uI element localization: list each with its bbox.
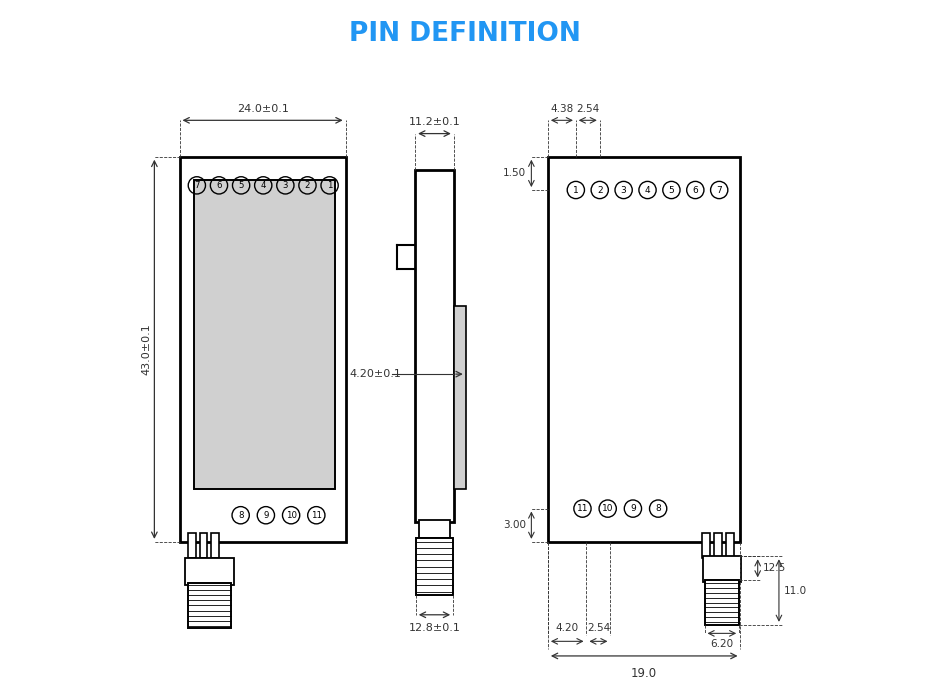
Text: 1: 1 bbox=[326, 181, 332, 190]
Bar bbox=[416, 538, 453, 595]
Text: 43.0±0.1: 43.0±0.1 bbox=[141, 324, 152, 376]
Bar bbox=[200, 533, 207, 558]
Bar bbox=[179, 157, 346, 542]
Text: 2: 2 bbox=[597, 185, 603, 194]
Text: 4.20±0.1: 4.20±0.1 bbox=[350, 369, 402, 379]
Text: 11: 11 bbox=[311, 511, 322, 520]
Text: 2.54: 2.54 bbox=[577, 104, 600, 114]
Text: 19.0: 19.0 bbox=[631, 667, 658, 680]
Text: 4: 4 bbox=[260, 181, 266, 190]
Text: 4.38: 4.38 bbox=[551, 104, 574, 114]
Text: 9: 9 bbox=[630, 504, 636, 513]
Bar bbox=[548, 157, 740, 542]
Text: 11: 11 bbox=[577, 504, 589, 513]
Text: 1.50: 1.50 bbox=[503, 168, 526, 179]
Bar bbox=[714, 533, 722, 558]
Text: 24.0±0.1: 24.0±0.1 bbox=[236, 104, 288, 114]
Text: PIN DEFINITION: PIN DEFINITION bbox=[349, 21, 581, 47]
Text: 5: 5 bbox=[238, 181, 244, 190]
Bar bbox=[211, 533, 219, 558]
Text: 8: 8 bbox=[656, 504, 661, 513]
Text: 7: 7 bbox=[716, 185, 722, 194]
Bar bbox=[705, 580, 739, 624]
Text: 6: 6 bbox=[693, 185, 698, 194]
Text: 5: 5 bbox=[669, 185, 674, 194]
Bar bbox=[702, 533, 710, 558]
Text: 11.0: 11.0 bbox=[784, 586, 807, 596]
Bar bbox=[418, 520, 450, 538]
Text: 8: 8 bbox=[238, 511, 244, 520]
Bar bbox=[454, 306, 466, 488]
Text: 7: 7 bbox=[194, 181, 200, 190]
Bar bbox=[725, 533, 734, 558]
Bar bbox=[415, 170, 454, 522]
Text: 3.00: 3.00 bbox=[503, 521, 526, 530]
Text: 12.8±0.1: 12.8±0.1 bbox=[408, 622, 460, 633]
Text: 2: 2 bbox=[305, 181, 311, 190]
Text: 10: 10 bbox=[602, 504, 614, 513]
Text: 4.20: 4.20 bbox=[555, 623, 578, 633]
Text: 10: 10 bbox=[286, 511, 297, 520]
Text: 11.2±0.1: 11.2±0.1 bbox=[408, 117, 460, 127]
Bar bbox=[194, 180, 335, 488]
Bar bbox=[188, 583, 231, 628]
Text: 2.54: 2.54 bbox=[587, 623, 610, 633]
Bar bbox=[184, 558, 234, 585]
Text: 4: 4 bbox=[644, 185, 650, 194]
Bar bbox=[702, 556, 741, 581]
Text: 3: 3 bbox=[620, 185, 627, 194]
Text: 1: 1 bbox=[573, 185, 578, 194]
Text: 3: 3 bbox=[283, 181, 288, 190]
Text: 6: 6 bbox=[217, 181, 221, 190]
Text: 12.5: 12.5 bbox=[763, 564, 786, 573]
Bar bbox=[188, 533, 195, 558]
Text: 6.20: 6.20 bbox=[711, 640, 734, 649]
Text: 9: 9 bbox=[263, 511, 269, 520]
